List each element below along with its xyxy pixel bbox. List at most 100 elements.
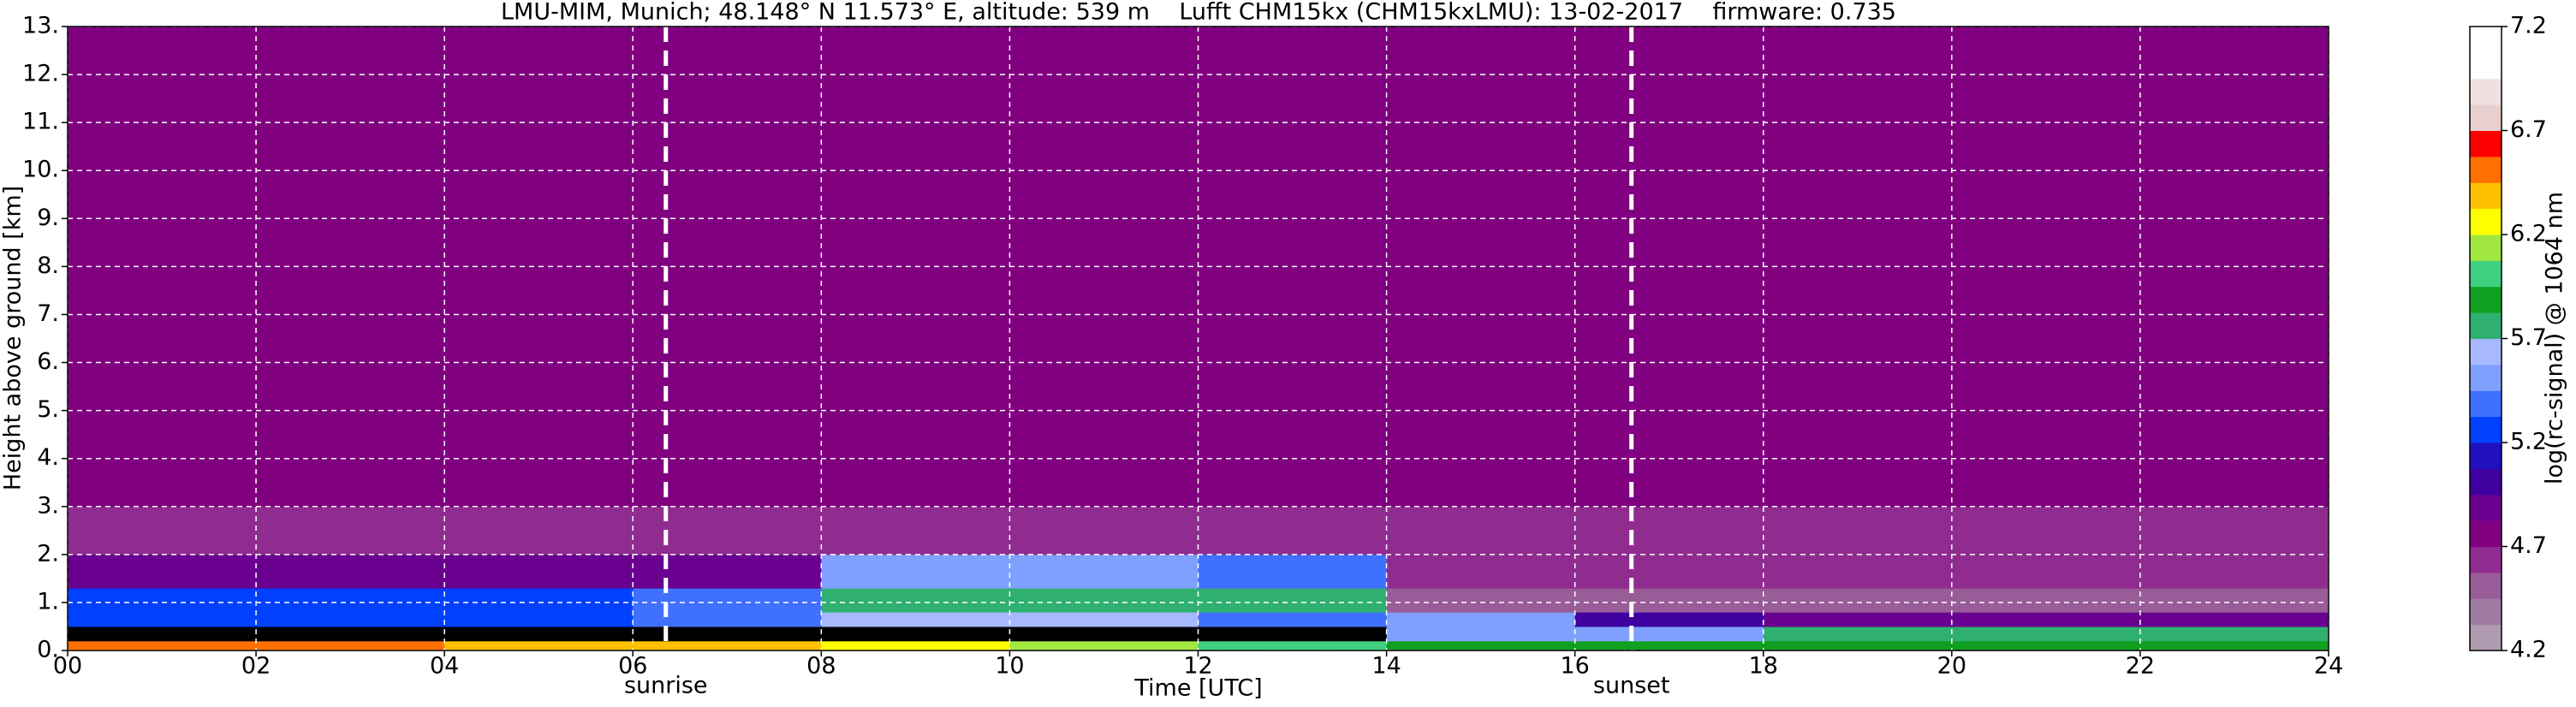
colorbar-label: log(rc-signal) @ 1064 nm	[2542, 192, 2568, 484]
y-tick-label: 6.	[37, 348, 59, 375]
colorbar-segment	[2470, 260, 2502, 288]
x-tick-label: 24	[2314, 653, 2343, 680]
heatmap-cell	[1386, 506, 1576, 556]
heatmap-cell	[68, 554, 257, 589]
heatmap-cell	[633, 640, 822, 651]
colorbar-tick-label: 4.2	[2510, 637, 2547, 663]
heatmap-cell	[1763, 588, 1953, 613]
heatmap-cell	[1386, 588, 1576, 613]
heatmap-cell	[1386, 612, 1576, 627]
heatmap-cell	[1386, 626, 1576, 642]
heatmap-cell	[1574, 506, 1764, 556]
heatmap-cell	[2139, 612, 2329, 627]
heatmap-cell	[1574, 612, 1764, 627]
colorbar-segment	[2470, 312, 2502, 339]
chart-title: LMU-MIM, Munich; 48.148° N 11.573° E, al…	[501, 0, 1896, 26]
heatmap-cell	[633, 554, 822, 589]
heatmap-cell	[1009, 554, 1199, 589]
y-tick-label: 3.	[37, 492, 59, 519]
heatmap-cell	[256, 626, 445, 642]
y-tick-label: 4.	[37, 444, 59, 471]
colorbar-segment	[2470, 468, 2502, 496]
colorbar-tick-label: 7.2	[2510, 13, 2547, 39]
heatmap-cell	[1009, 506, 1199, 556]
x-tick-label: 20	[1937, 653, 1966, 680]
heatmap-cell	[1951, 588, 2141, 613]
colorbar-segment	[2470, 130, 2502, 157]
colorbar-segment	[2470, 416, 2502, 443]
heatmap-cell	[633, 626, 822, 642]
colorbar-segment	[2470, 27, 2502, 53]
y-tick-label: 8.	[37, 253, 59, 279]
heatmap-cell	[1009, 626, 1199, 642]
heatmap-cell	[821, 554, 1010, 589]
heatmap-cell	[1763, 640, 1953, 651]
x-tick-label: 12	[1183, 653, 1212, 680]
heatmap-cell	[256, 640, 445, 651]
x-tick-label: 22	[2126, 653, 2155, 680]
colorbar-segment	[2470, 390, 2502, 418]
y-tick-label: 1.	[37, 588, 59, 615]
heatmap-cell	[68, 612, 257, 627]
x-tick-label: 08	[806, 653, 836, 680]
y-tick-label: 0.	[37, 637, 59, 663]
heatmap-cell	[1009, 612, 1199, 627]
heatmap-cell	[1386, 554, 1576, 589]
colorbar-tick-label: 5.2	[2510, 429, 2547, 455]
x-tick-label: 16	[1560, 653, 1589, 680]
x-axis-label: Time [UTC]	[1133, 675, 1262, 702]
heatmap-cell	[821, 626, 1010, 642]
plot-frame	[67, 26, 2329, 651]
colorbar-segment	[2470, 235, 2502, 261]
heatmap-cell	[1574, 626, 1764, 642]
colorbar-segment	[2470, 572, 2502, 599]
heatmap-cell	[2139, 640, 2329, 651]
heatmap-cell	[444, 612, 634, 627]
colorbar-segment	[2470, 338, 2502, 365]
heatmap-cell	[1574, 554, 1764, 589]
heatmap-cell	[1198, 554, 1388, 589]
y-tick-label: 5.	[37, 396, 59, 423]
y-tick-label: 7.	[37, 300, 59, 327]
heatmap-cell	[1763, 612, 1953, 627]
heatmap-cell	[821, 588, 1010, 613]
heatmap-cell	[2139, 626, 2329, 642]
y-tick-label: 12.	[22, 61, 59, 87]
heatmap-cell	[444, 626, 634, 642]
heatmap-cell	[1198, 588, 1388, 613]
colorbar-segment	[2470, 624, 2502, 651]
heatmap-cell	[1198, 506, 1388, 556]
x-tick-label: 18	[1749, 653, 1778, 680]
heatmap-cell	[1951, 612, 2141, 627]
heatmap-cell	[1574, 588, 1764, 613]
heatmap-cell	[256, 554, 445, 589]
heatmap-cell	[256, 612, 445, 627]
x-tick-label: 14	[1371, 653, 1401, 680]
heatmap-cell	[68, 506, 257, 556]
heatmap-cell	[1763, 554, 1953, 589]
y-tick-label: 10.	[22, 157, 59, 183]
colorbar-segment	[2470, 546, 2502, 573]
heatmap-cell	[1951, 554, 2141, 589]
x-tick-label: 10	[995, 653, 1024, 680]
x-tick-label: 06	[618, 653, 647, 680]
heatmap-cell	[821, 640, 1010, 651]
colorbar-segment	[2470, 286, 2502, 313]
colorbar-segment	[2470, 598, 2502, 626]
colorbar-segment	[2470, 52, 2502, 80]
colorbar-segment	[2470, 208, 2502, 235]
heatmap-cell	[1009, 640, 1199, 651]
colorbar-tick-label: 5.7	[2510, 324, 2547, 351]
annotation-label: sunset	[1593, 673, 1670, 699]
heatmap-cell	[1009, 588, 1199, 613]
x-tick-label: 02	[241, 653, 271, 680]
heatmap-cell	[633, 612, 822, 627]
colorbar-segment	[2470, 104, 2502, 131]
annotation-label: sunrise	[624, 673, 708, 699]
heatmap-cell	[1198, 640, 1388, 651]
colorbar-segment	[2470, 182, 2502, 210]
heatmap-cell	[1951, 626, 2141, 642]
heatmap-cell	[1386, 640, 1576, 651]
heatmap-cell	[821, 612, 1010, 627]
heatmap-cell	[68, 626, 257, 642]
